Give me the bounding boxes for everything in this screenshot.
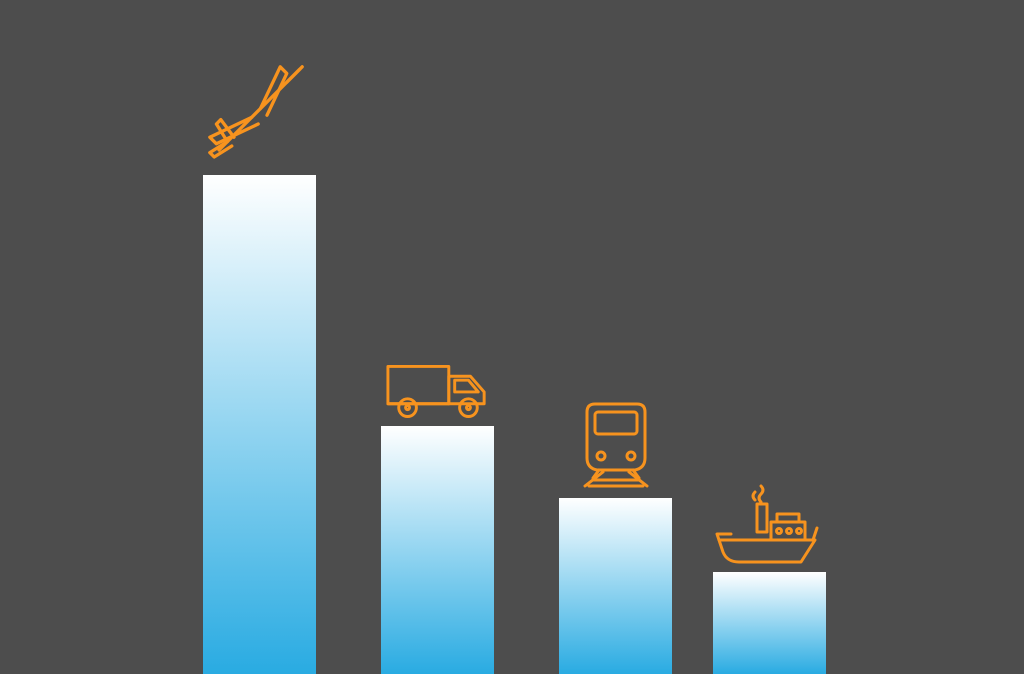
bar-train (559, 498, 672, 674)
bar-plane (203, 175, 316, 674)
ship-icon (713, 484, 821, 566)
bar-ship (713, 572, 826, 674)
train-icon (579, 398, 653, 492)
plane-icon (197, 58, 315, 168)
bar-truck (381, 426, 494, 674)
truck-icon (384, 358, 492, 420)
transport-bar-chart (0, 0, 1024, 674)
